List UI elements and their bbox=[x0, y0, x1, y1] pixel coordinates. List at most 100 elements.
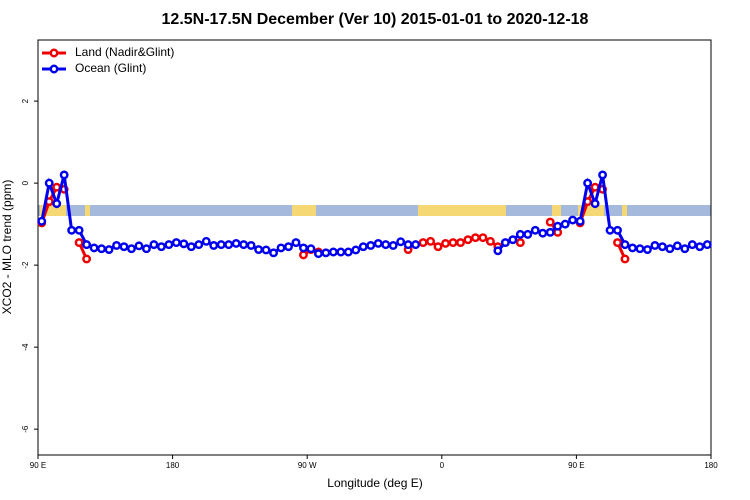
chart-title: 12.5N-17.5N December (Ver 10) 2015-01-01… bbox=[162, 11, 589, 28]
data-point bbox=[613, 225, 622, 235]
land-patch bbox=[578, 205, 604, 216]
data-point bbox=[530, 225, 540, 235]
data-point bbox=[680, 244, 690, 254]
land-mask bbox=[38, 205, 711, 216]
data-point bbox=[695, 242, 705, 252]
data-point bbox=[538, 228, 548, 238]
data-point bbox=[186, 242, 196, 252]
land-patch bbox=[552, 205, 561, 216]
data-point bbox=[141, 244, 151, 254]
x-tick-label: 180 bbox=[166, 461, 180, 470]
data-point bbox=[373, 238, 383, 248]
data-point bbox=[456, 238, 465, 248]
x-tick-label: 90 E bbox=[30, 461, 46, 470]
land-patch bbox=[418, 205, 506, 216]
data-point bbox=[239, 240, 249, 250]
data-point bbox=[642, 245, 652, 255]
plot-frame bbox=[37, 39, 712, 456]
legend-label: Land (Nadir&Glint) bbox=[75, 45, 174, 59]
data-point bbox=[471, 233, 480, 243]
data-point bbox=[598, 170, 608, 180]
land-patch bbox=[292, 205, 316, 216]
y-axis-label: XCO2 - MLO trend (ppm) bbox=[0, 180, 14, 315]
data-point bbox=[590, 199, 600, 209]
data-point bbox=[44, 178, 54, 188]
data-point bbox=[164, 240, 174, 250]
data-point bbox=[59, 170, 69, 180]
data-point bbox=[313, 249, 323, 259]
data-point bbox=[299, 250, 308, 260]
data-point bbox=[508, 235, 518, 245]
data-point bbox=[328, 247, 338, 257]
data-point bbox=[156, 242, 166, 252]
data-point bbox=[575, 216, 585, 226]
data-point bbox=[224, 240, 234, 250]
data-point bbox=[672, 241, 682, 251]
data-point bbox=[149, 240, 159, 250]
x-tick-label: 0 bbox=[440, 461, 445, 470]
land-patch bbox=[85, 205, 90, 216]
data-point bbox=[74, 225, 84, 235]
data-point bbox=[336, 247, 346, 257]
data-point bbox=[104, 245, 114, 255]
data-point bbox=[441, 238, 450, 248]
data-point bbox=[628, 243, 637, 253]
x-tick-label: 180 bbox=[704, 461, 718, 470]
data-point bbox=[52, 199, 62, 209]
data-point bbox=[388, 240, 398, 250]
data-point bbox=[82, 254, 92, 264]
data-point bbox=[396, 237, 406, 247]
legend-marker bbox=[49, 48, 59, 58]
data-point bbox=[306, 244, 316, 254]
data-point bbox=[433, 242, 443, 252]
data-point bbox=[553, 221, 563, 231]
data-point bbox=[67, 225, 77, 235]
data-point bbox=[343, 247, 353, 257]
data-point bbox=[82, 240, 92, 250]
data-point bbox=[545, 217, 555, 227]
y-tick-label: 2 bbox=[21, 98, 30, 103]
data-point bbox=[485, 236, 495, 246]
data-point bbox=[605, 225, 615, 235]
data-point bbox=[74, 238, 84, 248]
data-point bbox=[321, 248, 331, 258]
data-point bbox=[179, 239, 189, 249]
data-point bbox=[261, 245, 271, 255]
data-point bbox=[478, 233, 488, 243]
data-point bbox=[89, 243, 99, 253]
data-point bbox=[665, 244, 675, 254]
data-point bbox=[231, 238, 241, 248]
data-point bbox=[299, 243, 308, 253]
data-point bbox=[560, 219, 570, 229]
y-tick-label: -6 bbox=[21, 425, 30, 433]
data-point bbox=[403, 240, 413, 250]
data-point bbox=[545, 227, 555, 237]
data-point bbox=[127, 244, 136, 254]
data-point bbox=[426, 236, 436, 246]
ocean-strip bbox=[38, 205, 711, 216]
data-point bbox=[37, 216, 47, 226]
land-patch bbox=[40, 205, 66, 216]
data-point bbox=[246, 240, 256, 250]
legend-marker bbox=[49, 64, 59, 74]
data-point bbox=[134, 241, 144, 251]
data-point bbox=[381, 240, 391, 250]
data-point bbox=[463, 235, 473, 245]
data-point bbox=[119, 242, 129, 252]
data-point bbox=[366, 240, 376, 250]
land-patch bbox=[622, 205, 627, 216]
data-point bbox=[635, 244, 645, 254]
data-point bbox=[515, 238, 525, 248]
data-point bbox=[112, 240, 121, 250]
x-tick-label: 90 W bbox=[298, 461, 317, 470]
data-point bbox=[194, 240, 204, 250]
data-point bbox=[687, 240, 697, 250]
data-point bbox=[702, 240, 712, 250]
y-tick-label: -4 bbox=[21, 343, 30, 351]
data-point bbox=[650, 240, 660, 250]
data-point bbox=[351, 245, 361, 255]
data-point bbox=[657, 242, 667, 252]
data-point bbox=[620, 254, 630, 264]
data-point bbox=[500, 238, 510, 248]
